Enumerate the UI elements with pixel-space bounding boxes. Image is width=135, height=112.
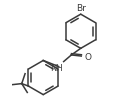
Text: Br: Br (76, 4, 86, 13)
Text: O: O (84, 52, 91, 61)
Text: NH: NH (50, 63, 63, 72)
